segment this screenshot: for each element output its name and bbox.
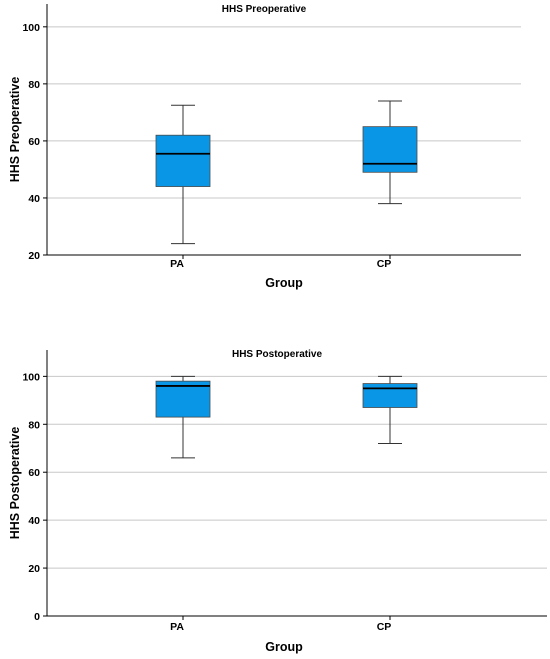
y-tick-label: 100 [22, 22, 40, 34]
box-cp [362, 375, 418, 444]
y-tick-label: 60 [28, 136, 40, 148]
y-tick-label: 40 [28, 193, 40, 205]
x-axis-label: Group [265, 276, 303, 290]
y-tick-label: 80 [28, 419, 40, 431]
chart-title: HHS Preoperative [222, 4, 307, 15]
y-tick-label: 100 [22, 371, 40, 383]
x-axis-label: Group [265, 640, 303, 654]
y-tick-label: 20 [28, 563, 40, 575]
box-cp [362, 100, 418, 205]
y-tick-label: 20 [28, 250, 40, 262]
x-tick-label: PA [170, 621, 184, 633]
x-tick-label: CP [377, 258, 392, 270]
plot-area [47, 350, 547, 616]
y-tick-label: 80 [28, 79, 40, 91]
x-tick-label: CP [377, 621, 392, 633]
iqr-box [155, 380, 211, 418]
box-pa [155, 375, 211, 459]
chart-hhs-preoperative: 20 40 60 80 100 HHS Preoperative PA CP Group HHS … [8, 4, 521, 290]
chart-hhs-postoperative: 0 20 40 60 80 100 HHS Postoperative PA CP Group HH… [8, 349, 547, 654]
chart-title: HHS Postoperative [232, 349, 322, 360]
y-axis-label: HHS Preoperative [8, 77, 22, 183]
box-pa [155, 104, 211, 245]
y-tick-label: 0 [34, 611, 40, 623]
iqr-box [155, 134, 211, 187]
plot-area [47, 4, 521, 255]
y-axis-label: HHS Postoperative [8, 427, 22, 540]
iqr-box [362, 126, 418, 173]
y-tick-label: 40 [28, 515, 40, 527]
iqr-box [362, 383, 418, 408]
y-tick-label: 60 [28, 467, 40, 479]
x-tick-label: PA [170, 258, 184, 270]
